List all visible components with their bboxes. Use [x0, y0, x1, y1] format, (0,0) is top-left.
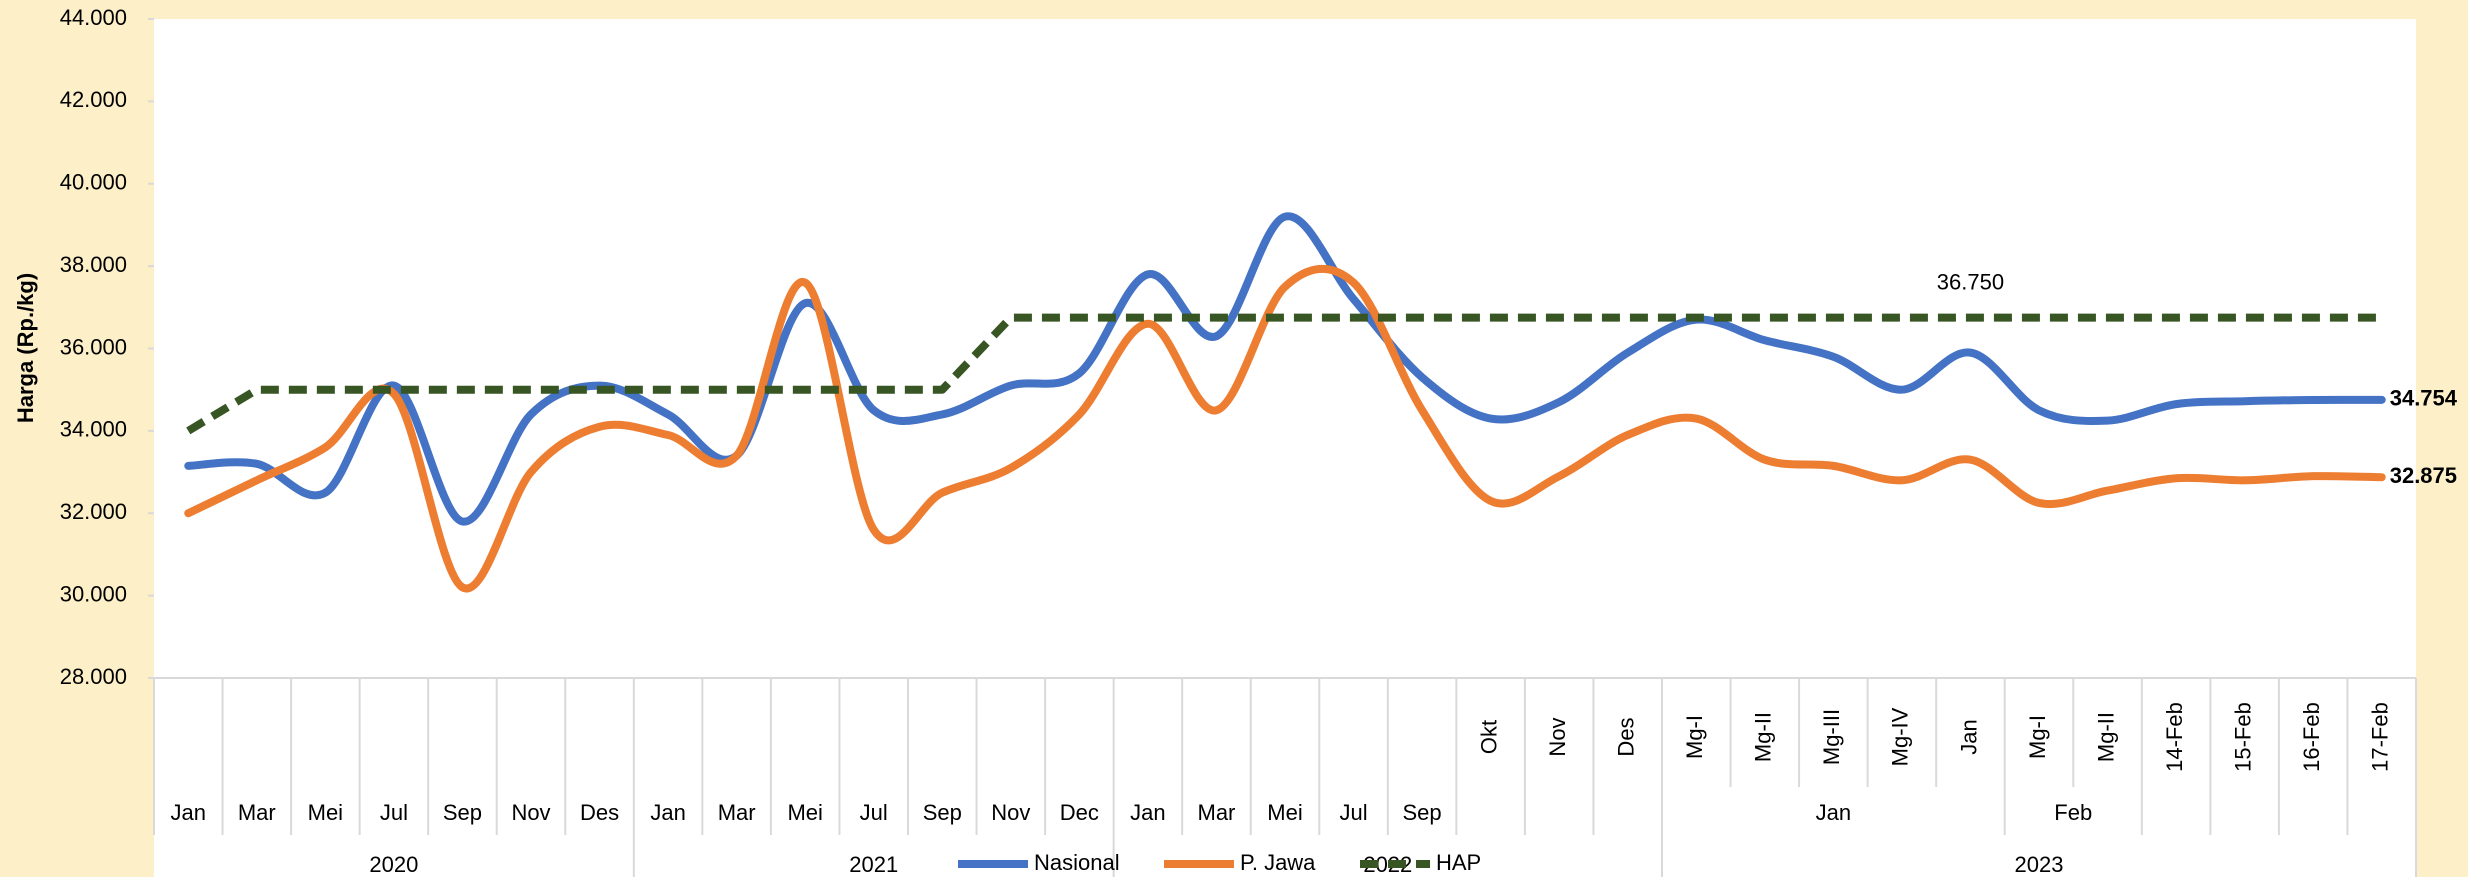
x-tick-label: Mar [238, 800, 276, 825]
x-tick-label: Mg-I [1682, 715, 1707, 759]
x-tick-label: Jul [860, 800, 888, 825]
x-tick-label: Okt [1476, 720, 1501, 754]
x-tick-label: Mg-II [1751, 712, 1776, 762]
x-tick-label: Nov [511, 800, 550, 825]
x-tick-label: 17-Feb [2368, 702, 2393, 772]
x-tick-label: 14-Feb [2162, 702, 2187, 772]
x-tick-label: Jan [650, 800, 685, 825]
x-tick-label: Dec [1060, 800, 1099, 825]
value-label: 34.754 [2390, 386, 2458, 411]
x-tick-label: Jan [1956, 719, 1981, 754]
y-tick-label: 42.000 [60, 87, 127, 112]
x-tick-label: Des [1614, 717, 1639, 756]
x-tick-label: Mg-I [2025, 715, 2050, 759]
x-tick-label: 16-Feb [2299, 702, 2324, 772]
x-subgroup-label: Jan [1816, 800, 1851, 825]
x-tick-label: Mg-IV [1888, 707, 1913, 766]
y-tick-label: 38.000 [60, 252, 127, 277]
x-tick-label: Nov [1545, 717, 1570, 756]
x-tick-label: Mar [1198, 800, 1236, 825]
y-tick-label: 34.000 [60, 417, 127, 442]
x-tick-label: Mg-III [1819, 709, 1844, 765]
x-tick-label: 15-Feb [2230, 702, 2255, 772]
x-tick-label: Sep [1403, 800, 1442, 825]
y-tick-label: 36.000 [60, 334, 127, 359]
legend-label: Nasional [1034, 850, 1120, 875]
y-tick-label: 30.000 [60, 581, 127, 606]
chart: Harga (Rp./kg) 28.000 30.000 32.000 34.000 3… [0, 0, 2468, 877]
x-tick-label: Sep [443, 800, 482, 825]
x-tick-label: Mei [1267, 800, 1302, 825]
x-tick-label: Mg-II [2093, 712, 2118, 762]
x-tick-label: Mei [787, 800, 822, 825]
x-tick-label: Nov [991, 800, 1030, 825]
y-tick-label: 44.000 [60, 5, 127, 30]
x-tick-label: Jul [380, 800, 408, 825]
x-tick-label: Mar [718, 800, 756, 825]
x-tick-label: Jan [1130, 800, 1165, 825]
x-group-label: 2021 [849, 852, 898, 877]
x-group-label: 2023 [2015, 852, 2064, 877]
y-axis-title: Harga (Rp./kg) [13, 273, 38, 423]
x-tick-label: Jan [171, 800, 206, 825]
legend-label: HAP [1436, 850, 1481, 875]
plot-area [154, 19, 2416, 877]
x-tick-label: Des [580, 800, 619, 825]
legend-label: P. Jawa [1240, 850, 1316, 875]
x-subgroup-label: Feb [2054, 800, 2092, 825]
y-tick-label: 32.000 [60, 499, 127, 524]
y-tick-label: 28.000 [60, 664, 127, 689]
value-label: 36.750 [1937, 269, 2004, 294]
x-tick-label: Sep [923, 800, 962, 825]
x-tick-label: Mei [308, 800, 343, 825]
value-label: 32.875 [2390, 463, 2457, 488]
x-group-label: 2020 [369, 852, 418, 877]
y-tick-label: 40.000 [60, 170, 127, 195]
x-tick-label: Jul [1339, 800, 1367, 825]
